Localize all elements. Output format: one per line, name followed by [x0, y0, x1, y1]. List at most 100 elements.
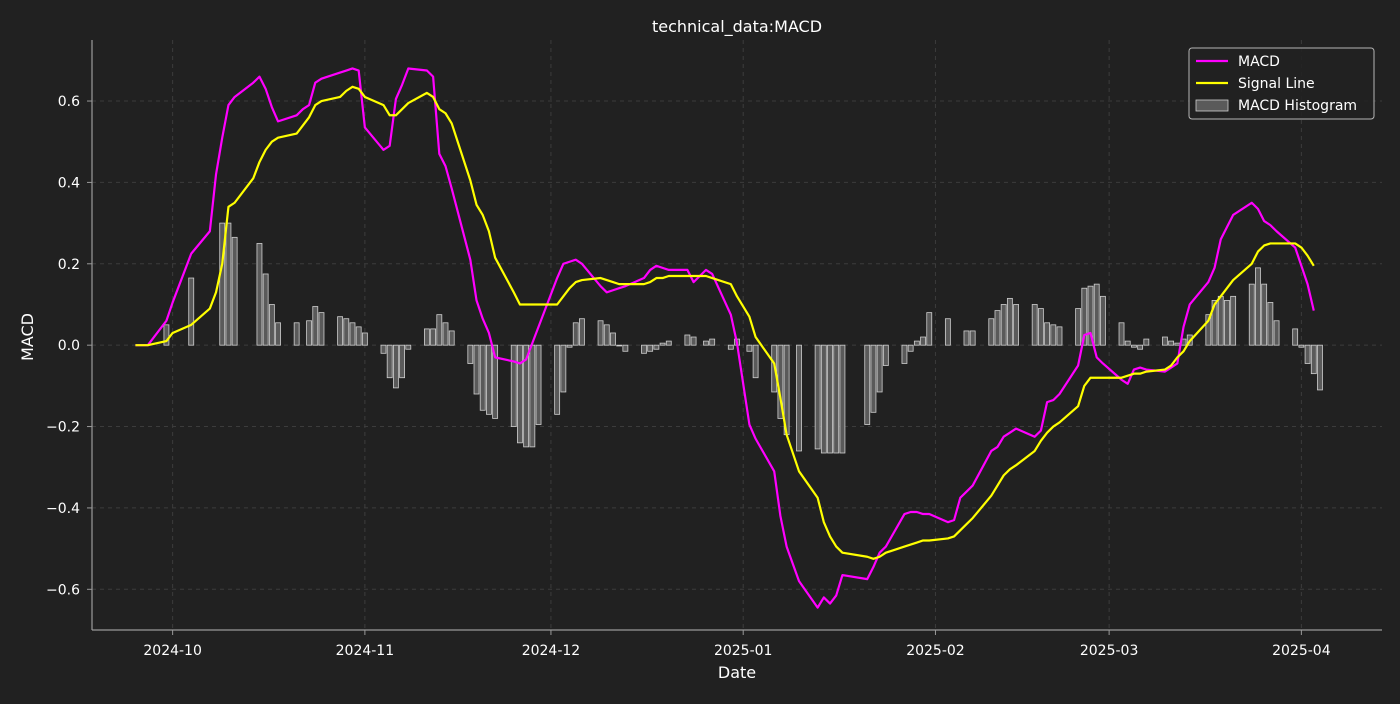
histogram-bar: [448, 330, 455, 346]
histogram-bar: [579, 318, 585, 346]
histogram-bar: [603, 324, 610, 346]
histogram-bar: [1273, 320, 1280, 346]
histogram-bar: [1100, 295, 1106, 346]
histogram-bar: [926, 312, 933, 346]
histogram-bar: [1118, 322, 1125, 346]
x-axis-label: Date: [718, 663, 756, 682]
histogram-bar: [566, 344, 573, 348]
histogram-bar: [703, 340, 709, 346]
histogram-bar: [882, 344, 889, 366]
legend-macd-label: MACD: [1238, 54, 1280, 70]
histogram-bar: [944, 318, 951, 346]
x-tick-label: 2025-04: [1272, 643, 1331, 659]
histogram-bar: [423, 328, 430, 346]
x-tick-label: 2025-03: [1080, 643, 1139, 659]
histogram-bar: [1267, 302, 1274, 346]
histogram-bar: [1087, 285, 1094, 346]
histogram-bar: [306, 320, 312, 346]
histogram-bar: [535, 344, 542, 425]
histogram-bar: [1131, 344, 1137, 348]
chart-title: technical_data:MACD: [652, 17, 822, 37]
histogram-bar: [1037, 308, 1044, 346]
histogram-bar: [1248, 283, 1255, 346]
histogram-bar: [386, 344, 393, 379]
histogram-bar: [616, 344, 623, 347]
histogram-bar: [1174, 342, 1181, 346]
histogram-bar: [827, 344, 833, 454]
x-tick-label: 2025-01: [714, 643, 773, 659]
histogram-bar: [1310, 344, 1317, 375]
legend-histogram-swatch: [1195, 99, 1229, 112]
histogram-bar: [727, 344, 734, 350]
legend-signal-label: Signal Line: [1238, 76, 1315, 92]
histogram-bar: [1304, 344, 1311, 364]
tick-labels: −0.6 −0.4 −0.2 0.0 0.2 0.4 0.6 2024-10 2024-11 20…: [46, 94, 1331, 659]
histogram-bar: [1006, 297, 1013, 346]
histogram-bar: [436, 314, 443, 346]
histogram-bar: [1217, 295, 1224, 346]
histogram-bar: [988, 318, 995, 346]
histogram-bar: [864, 344, 871, 425]
histogram-bar: [870, 344, 877, 413]
histogram-bar: [1137, 344, 1144, 350]
histogram-bar: [622, 344, 629, 352]
histogram-bar: [275, 322, 281, 346]
histogram-bar: [1230, 295, 1237, 346]
histogram-bar: [529, 344, 536, 448]
histogram-bar: [1075, 308, 1082, 346]
histogram-bar: [510, 344, 517, 427]
histogram-bar: [349, 322, 356, 346]
y-tick-label: 0.4: [58, 175, 80, 191]
series-lines: [135, 67, 1315, 609]
legend: MACD Signal Line MACD Histogram: [1188, 47, 1375, 120]
histogram-bar: [1093, 283, 1100, 346]
histogram-bar: [1255, 267, 1261, 346]
legend-box: [1188, 47, 1375, 120]
signal-line-line: [135, 85, 1315, 560]
histogram-bar: [1298, 344, 1305, 348]
histogram-bar: [1205, 314, 1212, 346]
histogram-bars: [163, 222, 1323, 454]
histogram-bar: [1224, 300, 1230, 346]
histogram-bar: [709, 338, 716, 346]
histogram-bar: [1044, 322, 1050, 346]
histogram-bar: [796, 344, 802, 452]
histogram-bar: [752, 344, 759, 379]
y-tick-label: 0.6: [58, 94, 80, 110]
histogram-bar: [1056, 326, 1063, 346]
histogram-bar: [1124, 340, 1131, 346]
histogram-bar: [969, 330, 976, 346]
histogram-bar: [225, 222, 232, 346]
histogram-bar: [963, 330, 970, 346]
histogram-bar: [839, 344, 846, 454]
histogram-bar: [517, 344, 523, 444]
histogram-bar: [231, 236, 238, 346]
histogram-bar: [473, 344, 480, 395]
histogram-bar: [901, 344, 908, 364]
histogram-bar: [293, 322, 300, 346]
histogram-bar: [442, 322, 449, 346]
axes: [91, 40, 1382, 631]
histogram-bar: [163, 324, 170, 346]
histogram-bar: [1292, 328, 1299, 346]
histogram-bar: [430, 328, 437, 346]
histogram-bar: [219, 222, 226, 346]
histogram-bar: [554, 344, 561, 415]
histogram-bar: [1081, 287, 1088, 346]
y-tick-label: 0.0: [58, 338, 80, 354]
histogram-bar: [665, 340, 672, 346]
histogram-bar: [399, 344, 406, 379]
histogram-bar: [684, 334, 691, 346]
y-tick-label: −0.4: [46, 501, 80, 517]
x-tick-label: 2025-02: [906, 643, 965, 659]
histogram-bar: [1000, 304, 1007, 346]
histogram-bar: [1050, 324, 1057, 346]
histogram-bar: [392, 344, 399, 389]
histogram-bar: [479, 344, 486, 411]
histogram-bar: [188, 277, 195, 346]
histogram-bar: [746, 344, 753, 352]
histogram-bar: [572, 322, 579, 346]
histogram-bar: [361, 332, 368, 346]
